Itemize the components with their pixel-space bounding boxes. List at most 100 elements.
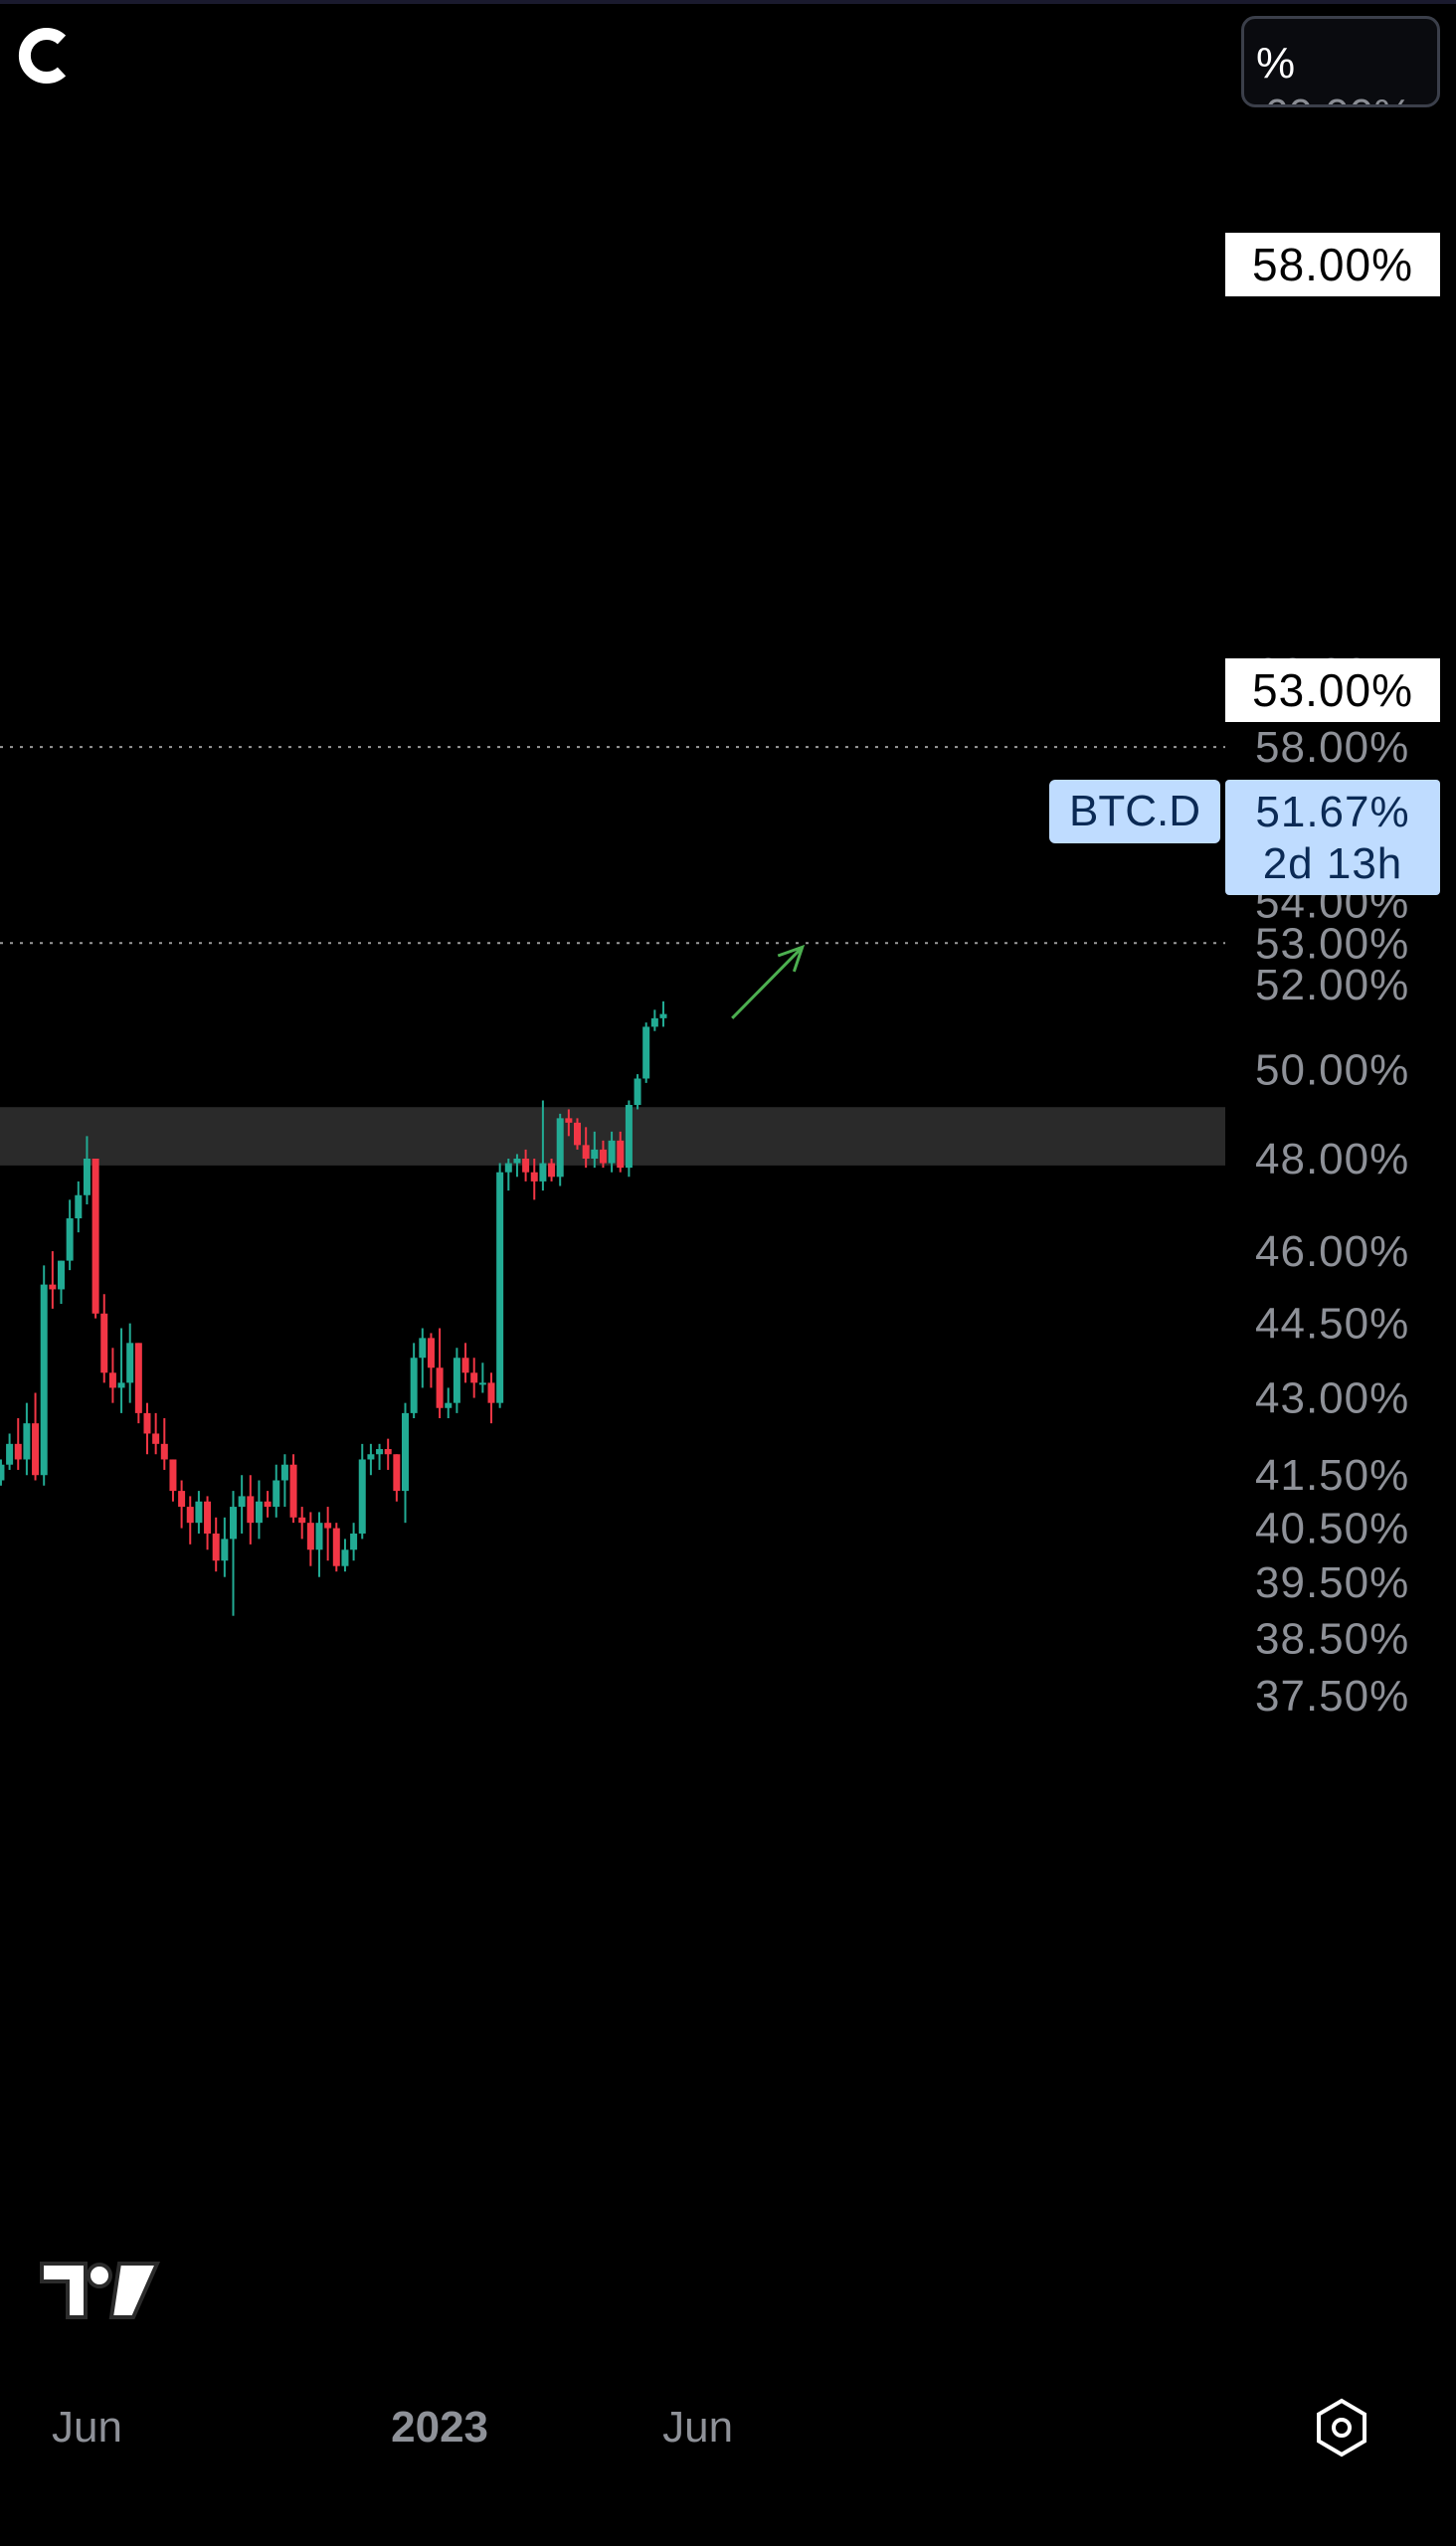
candle [453,1348,460,1413]
candle [100,1294,108,1383]
candle [625,1100,633,1178]
candle [504,1159,512,1191]
candle-body [522,1159,530,1173]
candle-body [470,1372,478,1383]
tradingview-logo-icon[interactable] [38,2256,161,2325]
candle [49,1251,57,1309]
candle-body [306,1523,314,1550]
candle [134,1343,142,1424]
candle-body [14,1443,22,1460]
c-logo-icon[interactable] [18,26,78,86]
candle-body [617,1140,625,1169]
candle [332,1523,340,1572]
candle [642,1022,650,1083]
candle [152,1412,160,1455]
candle [599,1140,607,1169]
candle [238,1475,246,1534]
candle [341,1539,349,1572]
candle [582,1127,590,1169]
candle-body [0,1464,5,1481]
candle [306,1512,314,1566]
candle [58,1260,65,1305]
candle [66,1199,74,1271]
candle [14,1418,22,1470]
candle [160,1418,168,1470]
candle-body [66,1218,74,1261]
candle-body [255,1501,263,1524]
candle [608,1131,616,1173]
candle-body [650,1017,658,1027]
candle [376,1443,384,1470]
level-tag-58: 58.00% [1225,233,1440,296]
candle [298,1507,306,1540]
candle-body [143,1412,151,1434]
candle-body [539,1163,547,1182]
candle-body [504,1163,512,1173]
current-price-tag: 51.67% 2d 13h [1225,780,1440,895]
candle [247,1475,255,1545]
candle [350,1523,358,1561]
candle-body [556,1118,564,1178]
candle [470,1358,478,1398]
candle-body [298,1517,306,1524]
candle-body [625,1104,633,1169]
candle-body [91,1159,99,1314]
candle [289,1454,297,1524]
candle-body [599,1149,607,1164]
y-tick-label: 41.50% [1255,1451,1409,1500]
candle-body [75,1194,83,1219]
candle-body [273,1480,280,1508]
hexagon-settings-icon[interactable] [1311,2397,1372,2458]
candle-body [6,1443,14,1465]
candle-body [230,1507,237,1540]
trend-arrow-head [777,944,806,973]
candle-body [350,1533,358,1550]
candle-body [23,1423,31,1460]
percent-scale-button[interactable]: % 60.00% [1241,16,1440,107]
candle [530,1159,538,1200]
y-tick-label: 58.00% [1255,723,1409,772]
candle [574,1118,581,1150]
candle-body [332,1528,340,1566]
current-price: 51.67% [1255,788,1410,836]
y-tick-label: 39.50% [1255,1558,1409,1607]
candle-body [83,1159,91,1195]
candle [419,1328,427,1388]
candle-body [478,1382,486,1385]
trend-arrow-line [731,946,804,1019]
candle [0,1459,5,1486]
candle-body [513,1159,521,1164]
candle-body [582,1145,590,1159]
candle [75,1181,83,1233]
candle-body [186,1507,194,1524]
candle [548,1159,556,1182]
candle-body [315,1523,323,1550]
candle [487,1372,495,1424]
candle-body [402,1412,409,1492]
candle [143,1402,151,1455]
candle [556,1113,564,1186]
candle [91,1159,99,1319]
x-tick-label: Jun [52,2403,122,2452]
candle [358,1443,366,1540]
y-tick-label: 40.50% [1255,1505,1409,1553]
candle [461,1343,469,1383]
candle [445,1387,453,1419]
candle-body [32,1423,40,1476]
candle [204,1496,212,1550]
candle-body [195,1501,203,1524]
candle-body [280,1464,288,1481]
candle-body [634,1078,641,1105]
candle [83,1136,91,1205]
candle [255,1480,263,1540]
candle-body [126,1343,134,1383]
candle [539,1100,547,1191]
candle-body [247,1496,255,1524]
candle [273,1464,280,1518]
y-tick-label: 44.50% [1255,1300,1409,1349]
candle-body [461,1358,469,1373]
candle [264,1491,272,1518]
candle [324,1507,332,1561]
candle [427,1333,435,1388]
